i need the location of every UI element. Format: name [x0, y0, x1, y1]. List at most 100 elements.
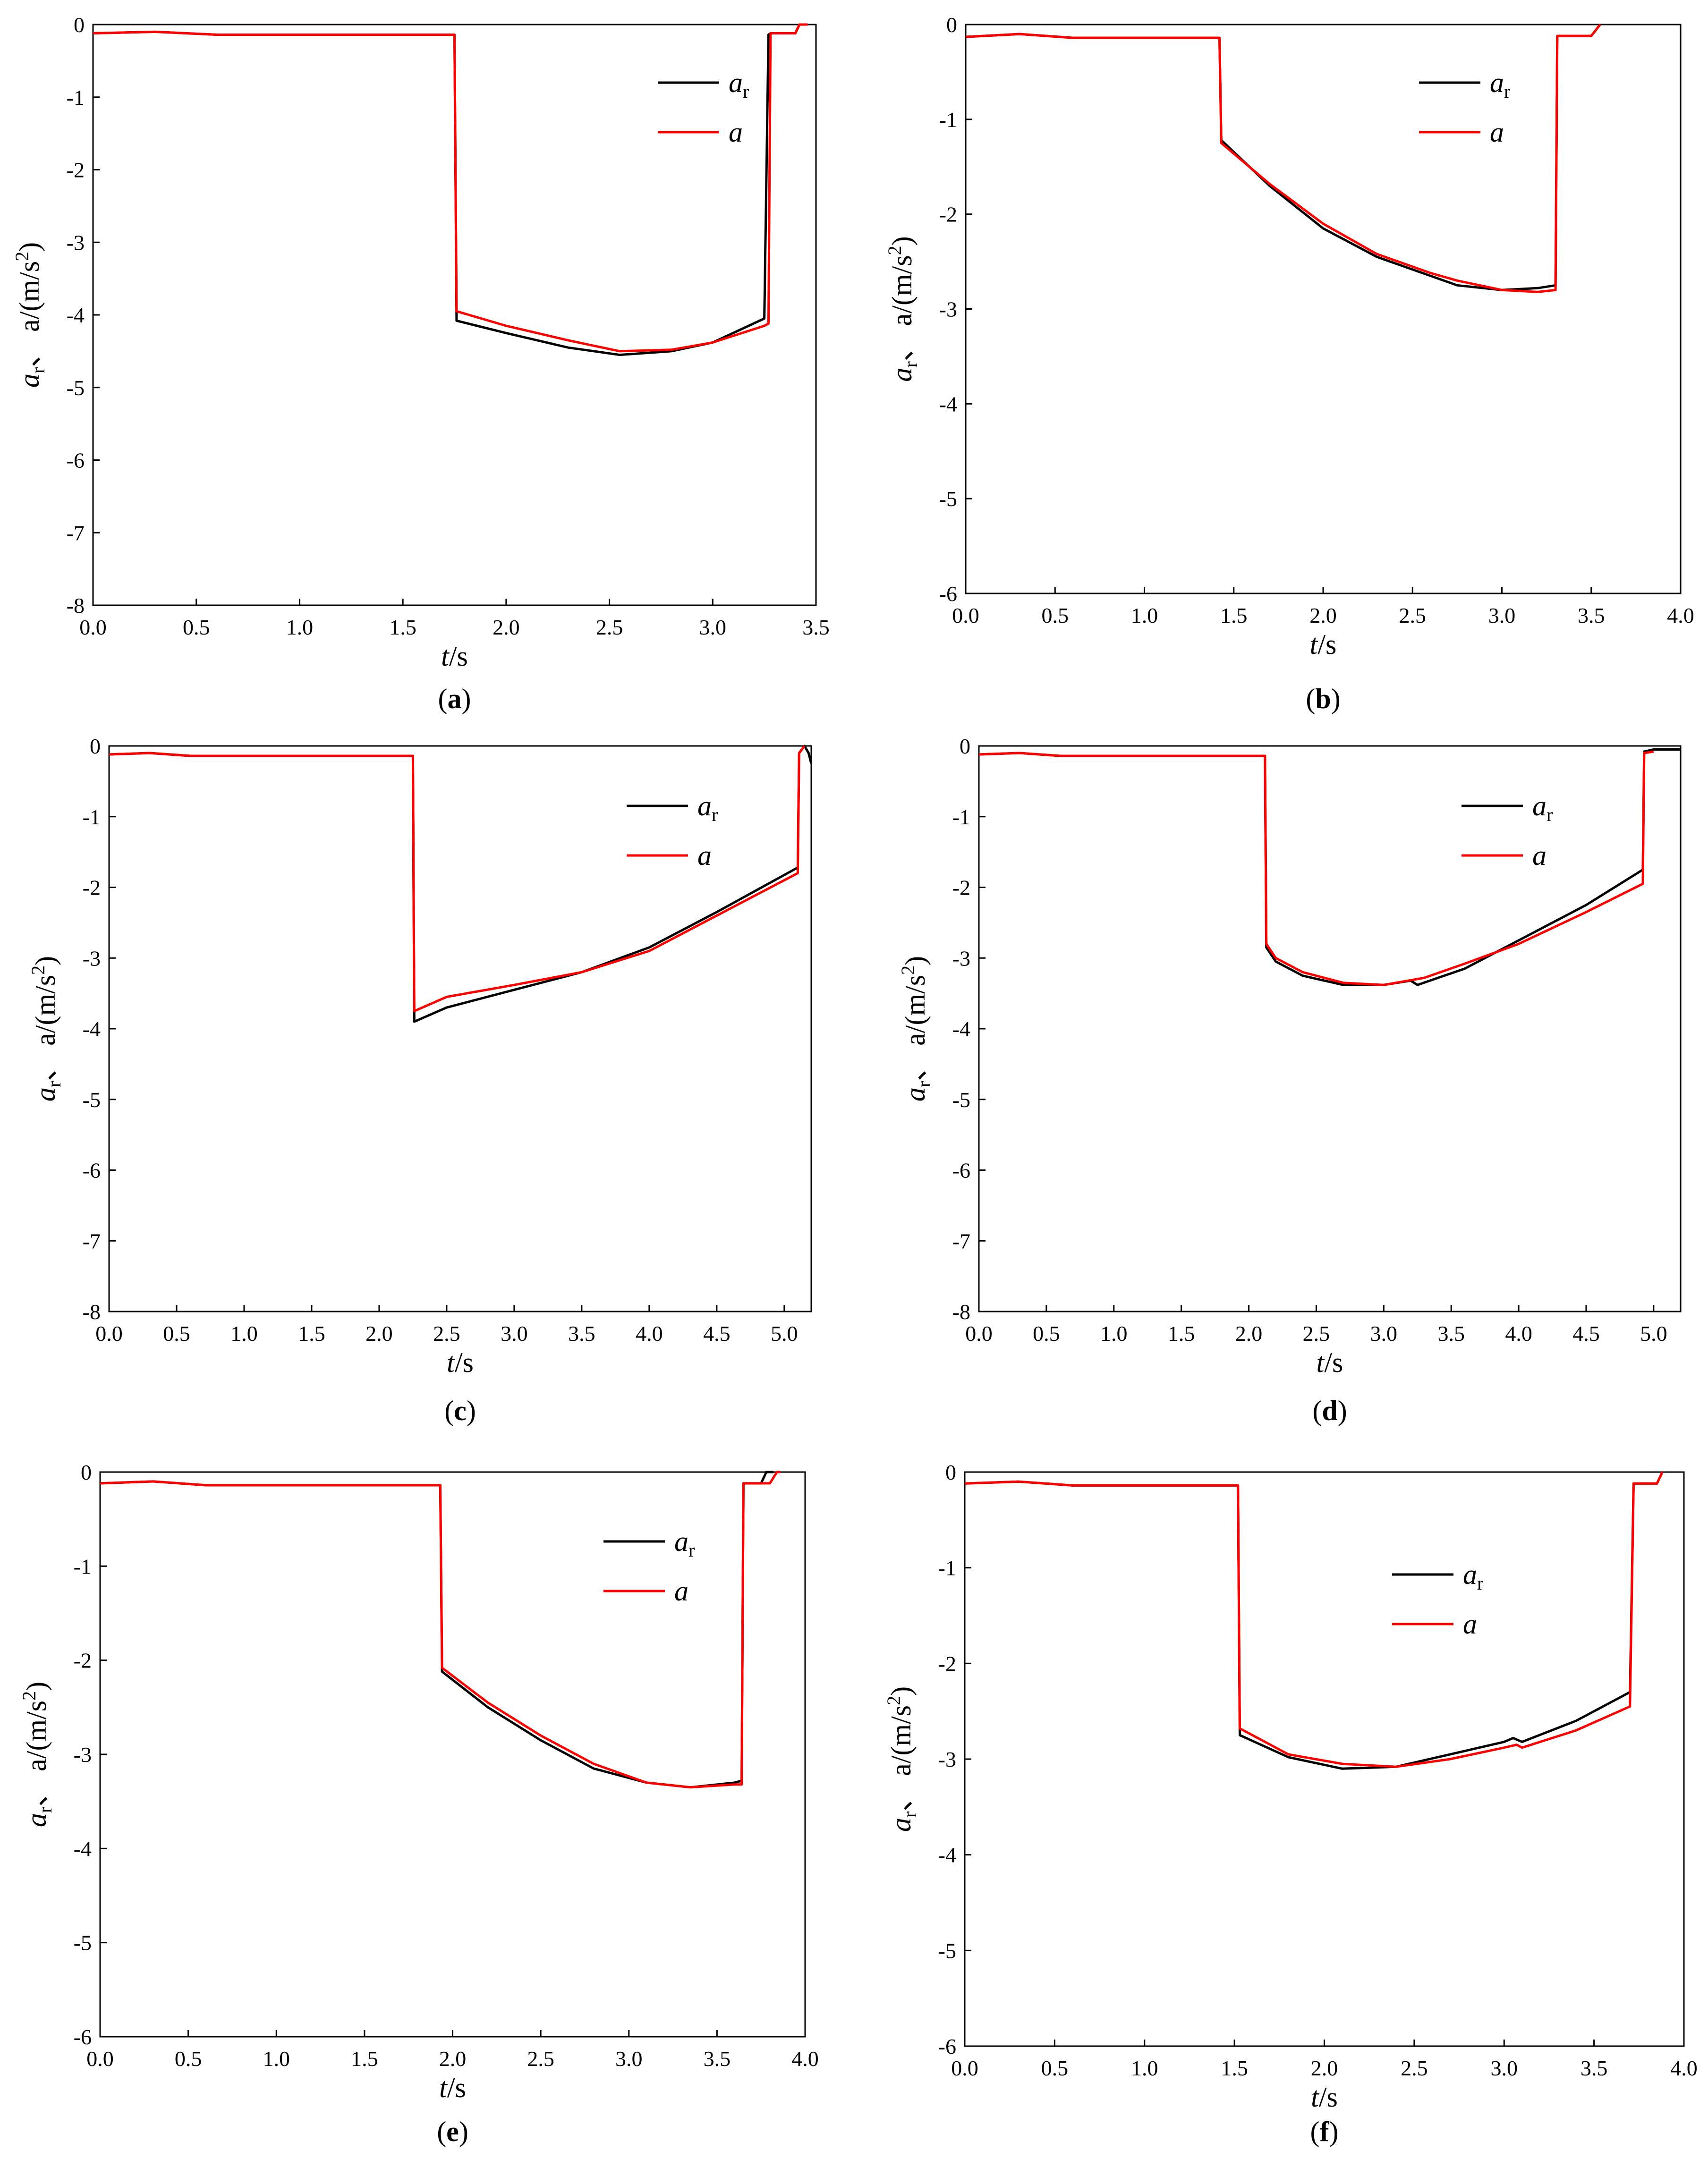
x-tick-label: 5.0 [1640, 1321, 1667, 1346]
y-axis-subscript: r [43, 1081, 65, 1087]
x-tick-label: 2.0 [365, 1321, 393, 1346]
y-tick-label: -4 [67, 303, 85, 327]
legend-entry: a [1463, 1608, 1477, 1640]
legend-entry: ar [674, 1526, 695, 1561]
y-axis-superscript: 2 [884, 245, 905, 255]
y-axis-label: ar、 a/(m/s2) [884, 236, 921, 381]
x-axis-unit: /s [449, 641, 468, 672]
x-tick-label: 0.5 [163, 1321, 190, 1346]
y-axis-text: 、 a/(m/s [21, 1701, 52, 1807]
caption-open: ( [1306, 683, 1315, 714]
caption-close: ) [1338, 1395, 1347, 1426]
caption-letter: f [1320, 2116, 1330, 2147]
y-axis-label: ar、 a/(m/s2) [897, 956, 935, 1101]
x-tick-label: 2.0 [493, 615, 520, 639]
y-axis-superscript: 2 [897, 965, 918, 975]
y-axis-text: 、 a/(m/s [886, 255, 918, 361]
panel-caption: (b) [1306, 683, 1340, 714]
x-axis-label: t/s [1317, 1347, 1343, 1378]
x-tick-label: 0.5 [1042, 603, 1069, 627]
y-tick-label: -7 [83, 1229, 101, 1253]
x-tick-label: 2.5 [596, 615, 623, 639]
y-tick-label: 0 [74, 13, 85, 37]
x-tick-label: 3.0 [1488, 603, 1516, 627]
y-tick-label: -5 [939, 487, 957, 511]
legend-entry: a [1532, 840, 1547, 871]
panel-caption: (e) [437, 2116, 468, 2147]
x-tick-label: 4.0 [636, 1321, 663, 1346]
x-tick-label: 4.0 [791, 2047, 819, 2071]
x-tick-label: 0.0 [951, 2056, 978, 2080]
y-tick-label: -8 [952, 1300, 970, 1324]
x-axis-unit: /s [1324, 1347, 1343, 1378]
y-tick-label: -8 [83, 1300, 101, 1324]
x-tick-label: 1.5 [1220, 603, 1248, 627]
legend-symbol: a [1490, 67, 1504, 98]
caption-open: ( [1312, 1395, 1322, 1426]
chart-panel-d: 0.0 0.5 1.0 1.5 2.0 2.5 3.0 3.5 4.0 4.5 5.0 0 -1 -2 -3… [897, 734, 1682, 1426]
series-line-a-r [964, 1471, 1664, 1770]
y-axis-text: 、 a/(m/s [885, 1705, 917, 1812]
x-tick-label: 3.5 [704, 2047, 731, 2071]
x-tick-label: 2.0 [439, 2047, 467, 2071]
y-tick-label: -3 [938, 1747, 956, 1771]
caption-letter: e [446, 2116, 459, 2147]
y-tick-label: -1 [83, 805, 101, 829]
y-tick-label: -4 [952, 1017, 970, 1041]
legend-subscript: r [1547, 804, 1553, 825]
y-tick-label: -1 [74, 1554, 92, 1578]
panel-caption: (d) [1312, 1395, 1347, 1426]
x-tick-label: 1.5 [351, 2047, 378, 2071]
x-tick-label: 0.0 [86, 2047, 114, 2071]
legend-subscript: r [688, 1540, 695, 1561]
chart-panel-c: 0.0 0.5 1.0 1.5 2.0 2.5 3.0 3.5 4.0 4.5 5.0 0 -1 -2 -3… [27, 734, 813, 1426]
x-tick-label: 1.5 [1221, 2056, 1248, 2080]
y-axis-close: ) [30, 956, 61, 965]
y-axis-close: ) [885, 1686, 917, 1696]
series-line-a-r [965, 24, 1601, 291]
caption-close: ) [462, 683, 471, 714]
x-tick-label: 3.0 [1491, 2056, 1518, 2080]
y-tick-label: -2 [83, 876, 101, 900]
x-axis-variable: t [439, 2072, 448, 2103]
x-axis-variable: t [1311, 2082, 1319, 2113]
legend-symbol: a [1463, 1608, 1477, 1640]
plot-frame [108, 745, 812, 1312]
y-axis-text: 、 a/(m/s [14, 261, 45, 367]
series-line-a-r [109, 745, 813, 1023]
y-axis-superscript: 2 [883, 1696, 904, 1705]
x-tick-label: 1.0 [286, 615, 314, 639]
series-line-a [93, 23, 808, 353]
series-line-a [978, 750, 1654, 986]
y-axis-text: 、 a/(m/s [900, 975, 931, 1081]
x-tick-label: 0.5 [183, 615, 210, 639]
legend-symbol: a [674, 1526, 688, 1557]
y-axis-symbol: a [30, 1087, 61, 1101]
y-tick-label: -1 [952, 805, 970, 829]
y-tick-label: 0 [945, 1460, 956, 1484]
x-tick-label: 3.0 [615, 2047, 643, 2071]
x-tick-label: 1.0 [1100, 1321, 1128, 1346]
x-axis-label: t/s [439, 2072, 466, 2103]
y-tick-label: -5 [952, 1088, 970, 1112]
panel-caption: (c) [444, 1395, 476, 1426]
plot-frame [965, 24, 1682, 594]
legend-subscript: r [743, 81, 749, 102]
x-tick-label: 0.5 [175, 2047, 202, 2071]
x-tick-label: 0.0 [79, 615, 107, 639]
y-axis-superscript: 2 [27, 965, 49, 975]
x-tick-label: 4.0 [1667, 603, 1694, 627]
y-tick-label: -8 [67, 593, 85, 618]
y-axis-symbol: a [21, 1813, 52, 1827]
x-tick-label: 3.0 [501, 1321, 528, 1346]
y-tick-label: -3 [952, 946, 970, 970]
y-axis-label: ar、 a/(m/s2) [11, 242, 49, 388]
x-tick-label: 2.5 [1401, 2056, 1428, 2080]
legend-symbol: a [1532, 840, 1547, 871]
y-tick-label: 0 [90, 734, 101, 758]
y-axis-subscript: r [913, 1081, 935, 1087]
x-tick-label: 0.0 [952, 603, 979, 627]
x-tick-label: 2.0 [1235, 1321, 1263, 1346]
x-tick-label: 3.5 [1437, 1321, 1465, 1346]
y-axis-label: ar、 a/(m/s2) [18, 1682, 56, 1827]
